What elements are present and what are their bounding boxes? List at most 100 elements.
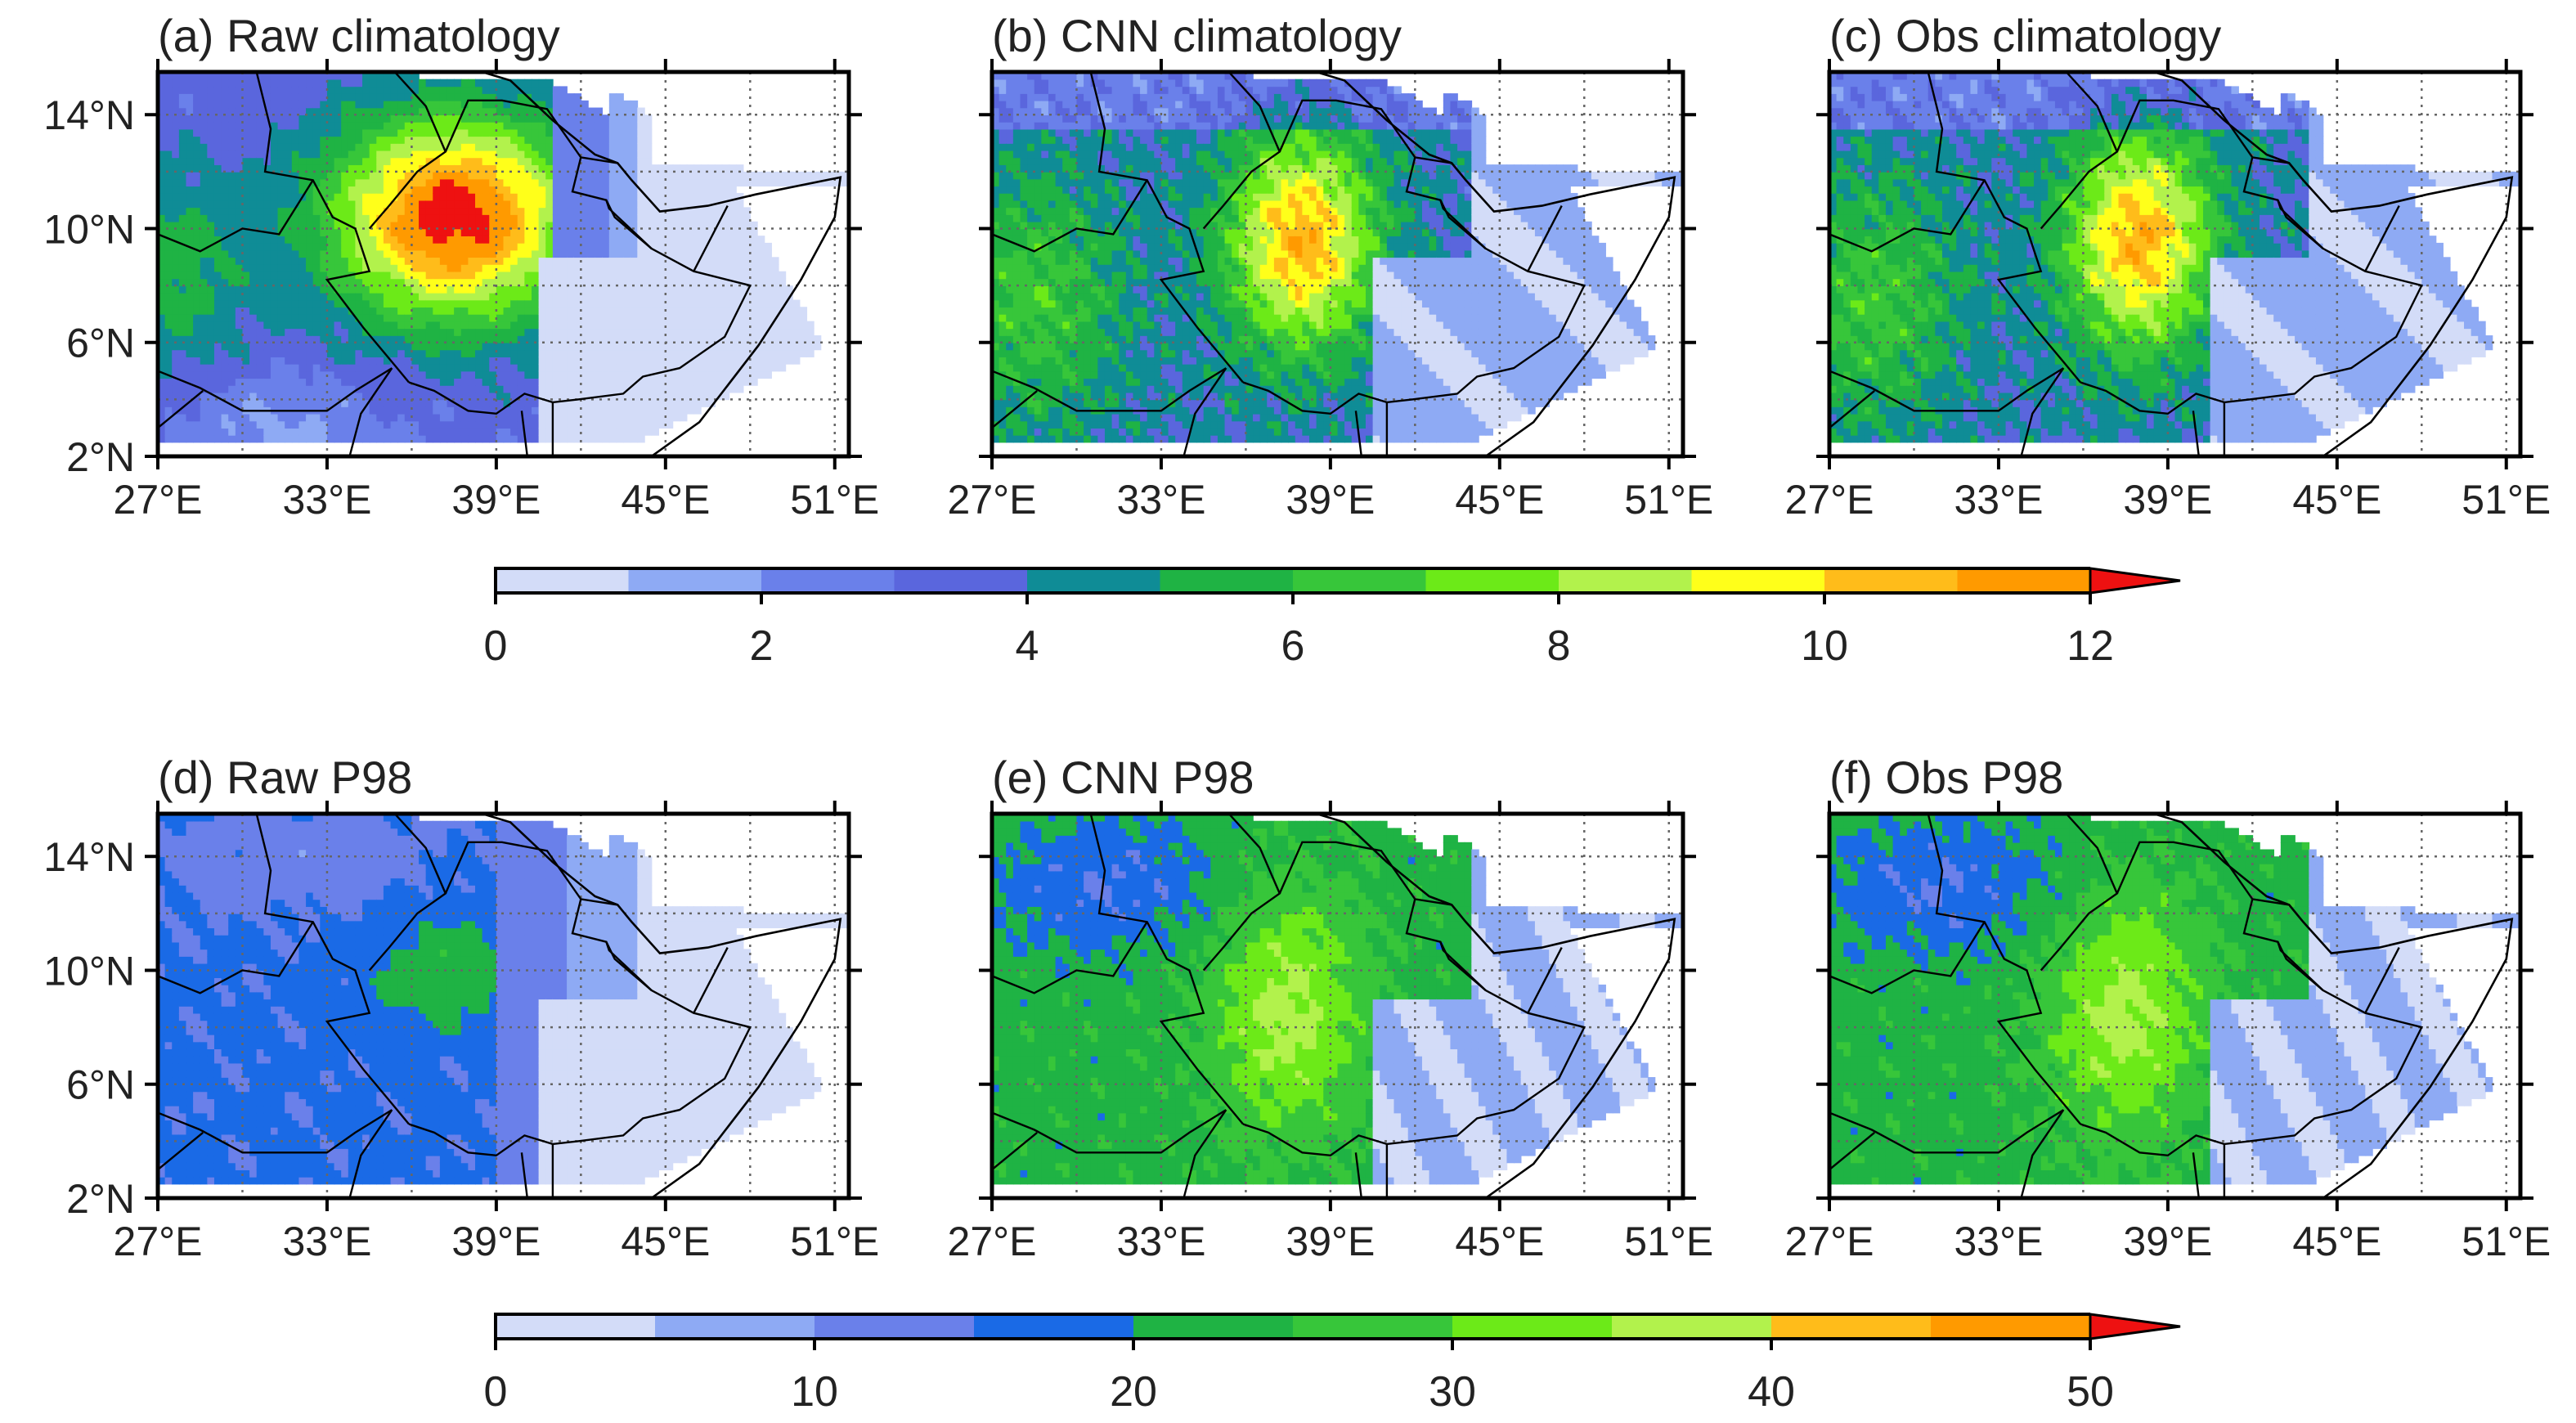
x-tick-label: 33°E — [1954, 1219, 2043, 1264]
precip-field — [158, 814, 849, 1198]
precip-field — [158, 72, 849, 456]
x-tick-label: 45°E — [621, 477, 710, 523]
x-tick-label: 45°E — [2292, 477, 2381, 523]
precip-field — [992, 72, 1683, 456]
colorbar-extend-arrow — [2089, 1313, 2181, 1340]
x-tick-label: 27°E — [114, 1219, 203, 1264]
y-tick-label: 10°N — [43, 206, 135, 252]
panel-frame — [1827, 811, 2523, 1201]
map-panel-e: (e) CNN P98 27°E 33°E 39°E 45°E 51°E — [948, 752, 1714, 1264]
colorbar-segment — [628, 568, 762, 593]
x-tick-label: 27°E — [948, 1219, 1037, 1264]
precip-field — [1829, 814, 2520, 1198]
x-tick-label: 27°E — [114, 477, 203, 523]
y-tick-label: 6°N — [66, 1062, 135, 1108]
country-borders — [158, 72, 842, 456]
colorbar-tick-label: 10 — [1801, 622, 1848, 670]
map-panel-d: (d) Raw P98 27°E 33°E 39°E 45°E 51°E 14°N 10°N 6… — [43, 752, 879, 1264]
x-tick-label: 45°E — [2292, 1219, 2381, 1264]
map-panel-b: (b) CNN climatology 27°E 33°E 39°E 45°E 51°E — [948, 10, 1714, 523]
colorbar-segment — [815, 1314, 975, 1339]
colorbar-extend-arrow — [2089, 567, 2181, 595]
colorbars: 0 2 4 6 8 10 12 0 10 20 30 40 50 — [484, 567, 2181, 1416]
grid-lines — [1829, 72, 2520, 456]
colorbar-clim: 0 2 4 6 8 10 12 — [484, 567, 2181, 670]
panel-frame — [990, 70, 1685, 459]
x-tick-label: 27°E — [1785, 1219, 1874, 1264]
map-panel-c: (c) Obs climatology 27°E 33°E 39°E 45°E 51°E — [1785, 10, 2551, 523]
colorbar-tick-label: 30 — [1429, 1368, 1476, 1416]
x-tick-label: 33°E — [282, 1219, 371, 1264]
x-tick-label: 51°E — [1624, 1219, 1713, 1264]
colorbar-tick-label: 6 — [1281, 622, 1305, 670]
panel-title: (f) Obs P98 — [1829, 752, 2063, 803]
x-tick-label: 51°E — [2462, 477, 2551, 523]
colorbar-segment — [761, 568, 895, 593]
colorbar-segment — [1771, 1314, 1932, 1339]
country-borders — [992, 72, 1676, 456]
colorbar-tick-label: 12 — [2067, 622, 2114, 670]
x-tick-label: 27°E — [1785, 477, 1874, 523]
panel-frame — [990, 811, 1685, 1201]
country-borders — [992, 814, 1676, 1198]
x-tick-label: 27°E — [948, 477, 1037, 523]
x-tick-label: 39°E — [1286, 1219, 1375, 1264]
x-tick-label: 51°E — [790, 477, 879, 523]
colorbar-segment — [1293, 1314, 1453, 1339]
x-tick-label: 51°E — [2462, 1219, 2551, 1264]
map-panel-f: (f) Obs P98 27°E 33°E 39°E 45°E 51°E — [1785, 752, 2551, 1264]
panel-frame — [155, 70, 851, 459]
grid-lines — [158, 72, 849, 456]
country-borders — [1829, 72, 2514, 456]
colorbar-tick-label: 10 — [791, 1368, 838, 1416]
colorbar-segment — [1293, 568, 1427, 593]
colorbar-segment — [974, 1314, 1134, 1339]
panel-title: (d) Raw P98 — [158, 752, 412, 803]
grid-lines — [992, 814, 1683, 1198]
precip-field — [992, 814, 1683, 1198]
colorbar-segment — [1133, 1314, 1294, 1339]
x-tick-label: 33°E — [1954, 477, 2043, 523]
colorbar-p98: 0 10 20 30 40 50 — [484, 1313, 2181, 1416]
panel-title: (b) CNN climatology — [992, 10, 1402, 61]
y-tick-label: 14°N — [43, 92, 135, 138]
y-tick-label: 10°N — [43, 948, 135, 994]
colorbar-segment — [1452, 1314, 1613, 1339]
colorbar-tick-label: 2 — [750, 622, 774, 670]
colorbar-segment — [1425, 568, 1560, 593]
grid-lines — [992, 72, 1683, 456]
x-tick-label: 51°E — [790, 1219, 879, 1264]
colorbar-segment — [1824, 568, 1959, 593]
colorbar-tick-label: 50 — [2067, 1368, 2114, 1416]
colorbar-segment — [1027, 568, 1161, 593]
x-tick-label: 39°E — [1286, 477, 1375, 523]
x-tick-label: 39°E — [2123, 477, 2212, 523]
x-tick-label: 51°E — [1624, 477, 1713, 523]
x-tick-label: 45°E — [1455, 477, 1544, 523]
y-tick-label: 2°N — [66, 434, 135, 480]
colorbar-segment — [894, 568, 1028, 593]
x-tick-label: 33°E — [282, 477, 371, 523]
colorbar-segment — [1957, 568, 2091, 593]
country-borders — [158, 814, 842, 1198]
x-tick-label: 33°E — [1116, 477, 1205, 523]
colorbar-segment — [655, 1314, 815, 1339]
colorbar-segment — [1691, 568, 1825, 593]
x-tick-label: 39°E — [2123, 1219, 2212, 1264]
colorbar-segment — [1559, 568, 1693, 593]
x-tick-label: 45°E — [621, 1219, 710, 1264]
panel-title: (e) CNN P98 — [992, 752, 1254, 803]
colorbar-tick-label: 0 — [484, 622, 508, 670]
colorbar-tick-label: 4 — [1016, 622, 1039, 670]
colorbar-segment — [1612, 1314, 1772, 1339]
colorbar-tick-label: 8 — [1547, 622, 1571, 670]
y-tick-label: 2°N — [66, 1176, 135, 1222]
colorbar-segment — [1931, 1314, 2091, 1339]
colorbar-segment — [496, 1314, 656, 1339]
colorbar-tick-label: 0 — [484, 1368, 508, 1416]
country-borders — [1829, 814, 2514, 1198]
map-panel-a: (a) Raw climatology 27°E 33°E 39°E 45°E 51°E 1… — [43, 10, 879, 523]
x-tick-label: 45°E — [1455, 1219, 1544, 1264]
colorbar-segment — [1160, 568, 1294, 593]
